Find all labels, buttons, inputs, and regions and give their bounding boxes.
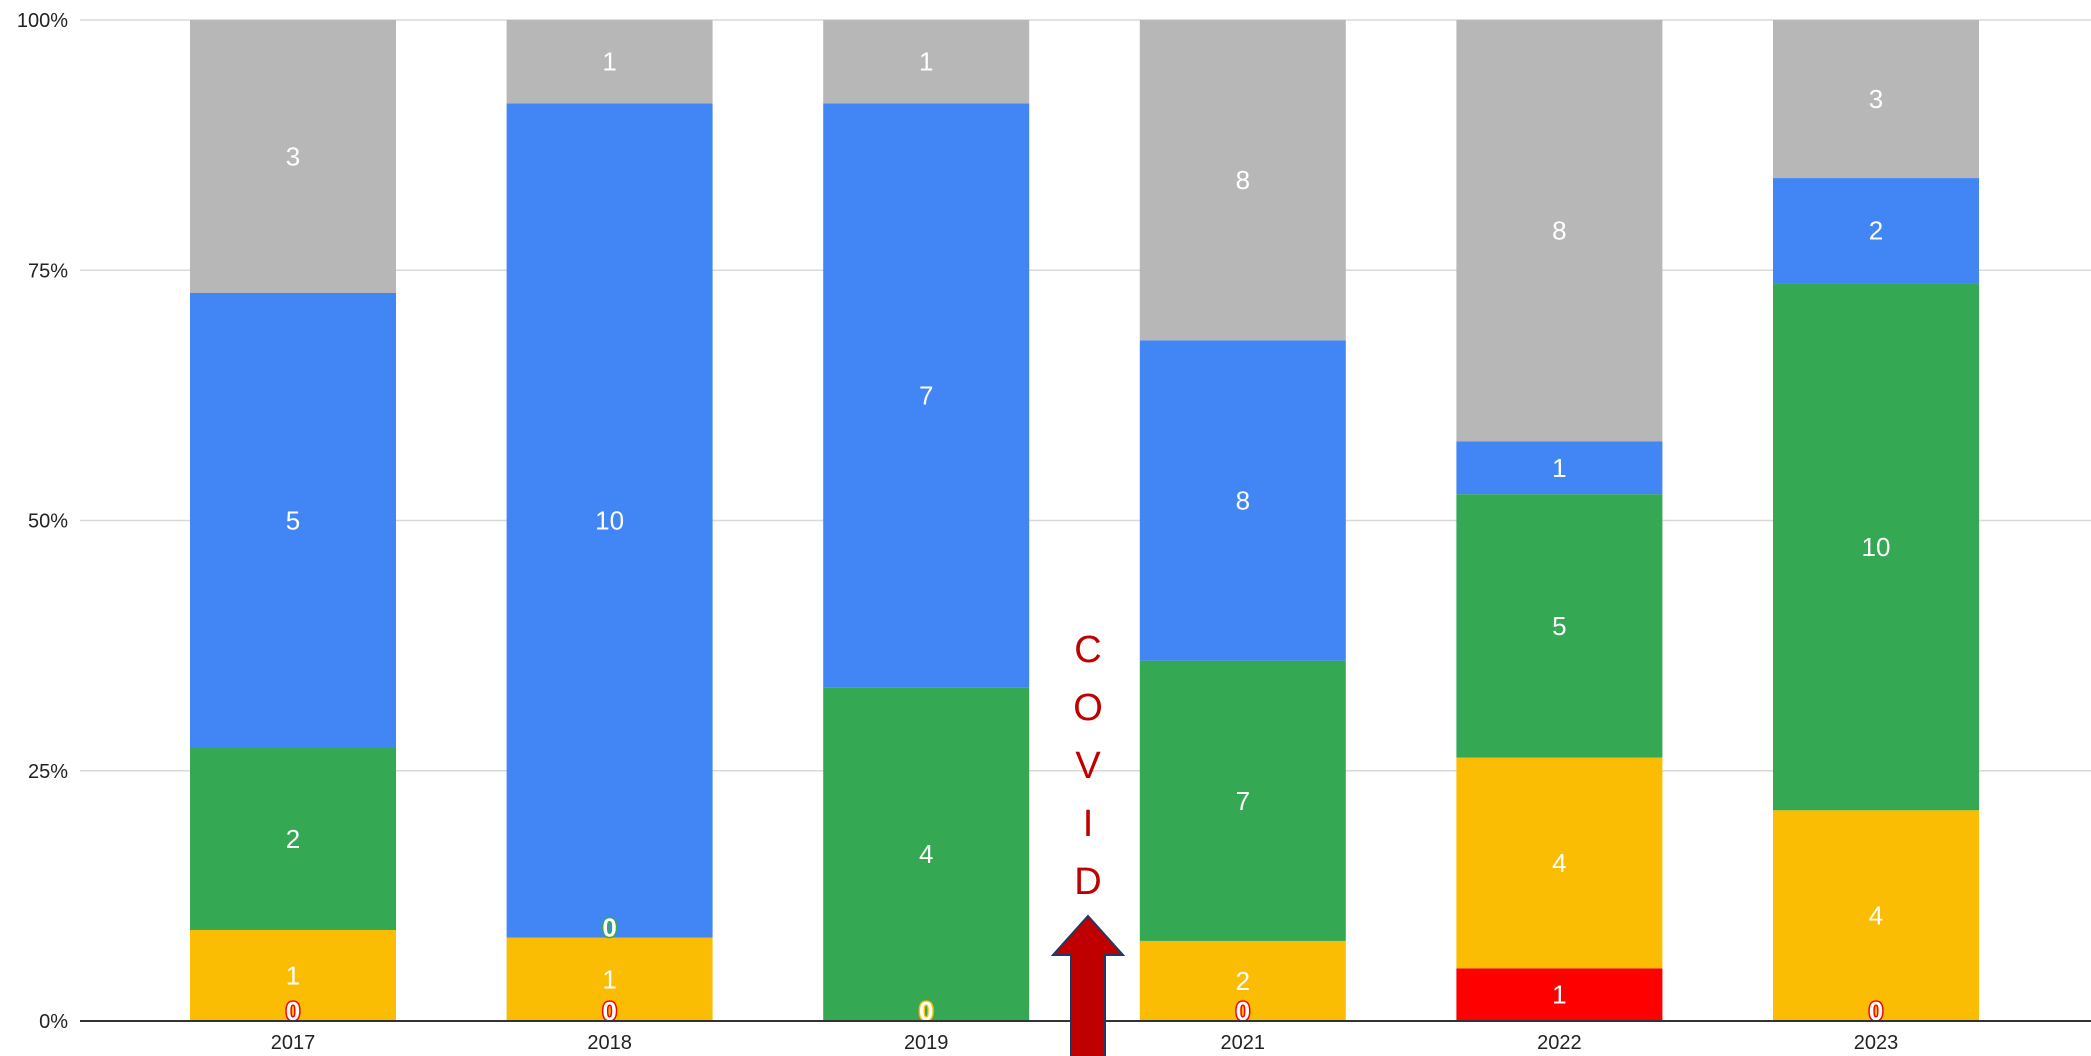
data-label: 2 xyxy=(1236,966,1250,996)
data-label: 1 xyxy=(286,961,300,991)
data-label: 3 xyxy=(1869,84,1883,114)
bar-segment xyxy=(1773,810,1979,1021)
data-label: 2 xyxy=(1869,216,1883,246)
x-tick-label: 2018 xyxy=(587,1032,632,1054)
data-label: 5 xyxy=(1552,611,1566,641)
y-tick-label: 0% xyxy=(39,1011,68,1033)
data-label: 2 xyxy=(286,824,300,854)
annotation-letter: V xyxy=(1075,745,1101,787)
data-label: 1 xyxy=(602,47,616,77)
up-arrow-icon xyxy=(1050,914,1126,1056)
y-tick-label: 75% xyxy=(28,260,68,282)
data-label: 0 xyxy=(919,996,933,1026)
x-tick-label: 2021 xyxy=(1221,1032,1266,1054)
data-label: 7 xyxy=(919,380,933,410)
y-tick-label: 50% xyxy=(28,511,68,533)
data-label: 1 xyxy=(1552,453,1566,483)
bar-segment xyxy=(1456,968,1663,1021)
bar-segment xyxy=(506,20,713,104)
annotation-letter: C xyxy=(1074,629,1101,671)
bar-segment xyxy=(1139,20,1346,341)
bar-segment xyxy=(823,20,1030,104)
bar-segment xyxy=(190,293,396,748)
bar-segment xyxy=(1456,757,1663,969)
bar-segment xyxy=(1139,940,1346,1021)
bar-segment xyxy=(1456,20,1663,442)
annotation-letter: O xyxy=(1073,687,1103,729)
data-label: 0 xyxy=(286,996,300,1026)
bar-segment xyxy=(506,103,713,938)
bar-segment xyxy=(1773,20,1979,179)
data-label: 0 xyxy=(1236,996,1250,1026)
bar-segment xyxy=(1456,441,1663,495)
y-tick-label: 25% xyxy=(28,761,68,783)
bars xyxy=(190,20,1979,1021)
data-label: 1 xyxy=(919,47,933,77)
data-label: 5 xyxy=(286,506,300,536)
bar-segment xyxy=(1139,660,1346,941)
data-label: 0 xyxy=(602,996,616,1026)
data-label: 10 xyxy=(1862,532,1891,562)
x-tick-label: 2023 xyxy=(1854,1032,1899,1054)
x-tick-label: 2022 xyxy=(1537,1032,1582,1054)
data-label: 1 xyxy=(1552,980,1566,1010)
annotation-letter: I xyxy=(1083,803,1094,845)
data-label: 4 xyxy=(1869,901,1883,931)
data-label: 0 xyxy=(602,913,616,943)
bar-segment xyxy=(190,20,396,293)
x-tick-label: 2017 xyxy=(271,1032,316,1054)
bar-segment xyxy=(1456,494,1663,758)
bar-segment xyxy=(190,930,396,1021)
bar-segment xyxy=(823,687,1030,1021)
data-label: 4 xyxy=(1552,848,1566,878)
bar-segment xyxy=(190,748,396,930)
data-label: 4 xyxy=(919,839,933,869)
data-label: 8 xyxy=(1236,485,1250,515)
annotation-letter: D xyxy=(1074,861,1101,903)
data-label: 8 xyxy=(1552,216,1566,246)
bar-segment xyxy=(1773,283,1979,811)
grid-lines xyxy=(80,19,2091,772)
data-label: 1 xyxy=(602,964,616,994)
data-label: 0 xyxy=(919,996,933,1026)
bar-segment xyxy=(1139,340,1346,661)
data-label: 7 xyxy=(1236,786,1250,816)
data-label: 8 xyxy=(1236,165,1250,195)
bar-segment xyxy=(1773,178,1979,284)
y-tick-label: 100% xyxy=(17,10,68,32)
x-tick-label: 2019 xyxy=(904,1032,949,1054)
bar-segment xyxy=(506,937,713,1021)
data-label: 0 xyxy=(1869,996,1883,1026)
data-label: 10 xyxy=(595,506,624,536)
data-label: 3 xyxy=(286,142,300,172)
bar-segment xyxy=(823,103,1030,688)
